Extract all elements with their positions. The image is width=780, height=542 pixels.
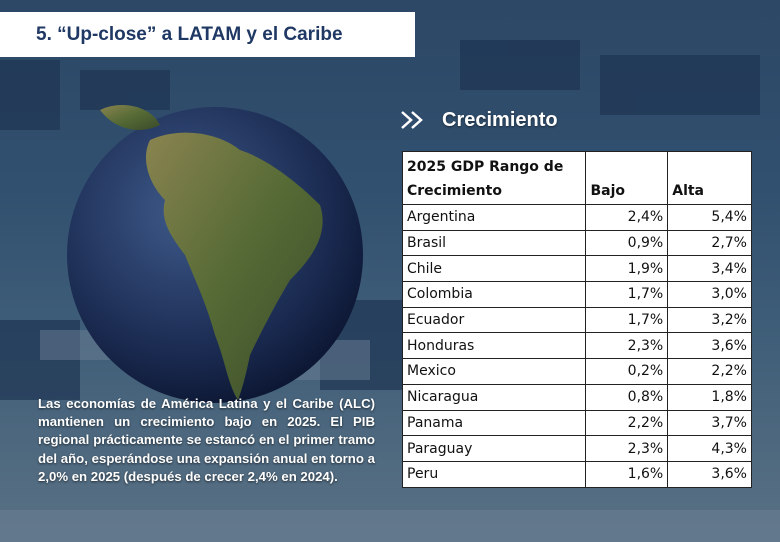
value-cell: 2,2% (585, 409, 669, 437)
value-cell: 1,7% (585, 281, 669, 308)
table-row: Paraguay 2,3% 4,3% (401, 435, 752, 462)
country-cell: Peru (401, 460, 587, 488)
country-cell: Argentina (401, 204, 587, 231)
value-cell: 5,4% (667, 204, 752, 231)
value-cell: 0,9% (585, 229, 669, 257)
value-cell: 0,2% (585, 358, 669, 385)
country-cell: Paraguay (401, 435, 587, 462)
value-cell: 3,7% (667, 409, 752, 437)
country-cell: Colombia (401, 281, 587, 308)
chevrons-icon (401, 111, 423, 129)
slide-title: 5. “Up-close” a LATAM y el Caribe (36, 23, 343, 45)
body-text: Las economías de América Latina y el Car… (38, 396, 375, 484)
country-cell: Nicaragua (401, 383, 587, 411)
table-row: Chile 1,9% 3,4% (401, 255, 752, 283)
value-cell: 2,4% (585, 204, 669, 231)
table-row: Mexico 0,2% 2,2% (401, 358, 752, 385)
table-row: Argentina 2,4% 5,4% (401, 204, 752, 231)
table-row: Brasil 0,9% 2,7% (401, 229, 752, 257)
value-cell: 0,8% (585, 383, 669, 411)
country-cell: Ecuador (401, 306, 587, 334)
value-cell: 1,7% (585, 306, 669, 334)
value-cell: 2,7% (667, 229, 752, 257)
table-row: Panama 2,2% 3,7% (401, 409, 752, 437)
value-cell: 2,3% (585, 332, 669, 360)
section-title: Crecimiento (442, 108, 558, 131)
continent (145, 132, 323, 400)
value-cell: 3,6% (667, 332, 752, 360)
country-cell: Brasil (401, 229, 587, 257)
header-cell: Alta (667, 151, 752, 205)
section-heading: Crecimiento (400, 105, 558, 135)
gdp-table: 2025 GDP Rango de Crecimiento Bajo Alta Ar… (401, 151, 752, 488)
value-cell: 3,2% (667, 306, 752, 334)
table-body: Argentina 2,4% 5,4% Brasil 0,9% 2,7% Chile 1,9%… (401, 204, 752, 488)
value-cell: 3,0% (667, 281, 752, 308)
header-cell: 2025 GDP Rango de Crecimiento (401, 151, 587, 205)
value-cell: 2,2% (667, 358, 752, 385)
value-cell: 4,3% (667, 435, 752, 462)
continent (100, 105, 160, 130)
title-bar: 5. “Up-close” a LATAM y el Caribe (0, 12, 415, 57)
country-cell: Chile (401, 255, 587, 283)
value-cell: 3,6% (667, 460, 752, 488)
table-header: 2025 GDP Rango de Crecimiento Bajo Alta (401, 151, 752, 205)
country-cell: Mexico (401, 358, 587, 385)
value-cell: 2,3% (585, 435, 669, 462)
value-cell: 1,8% (667, 383, 752, 411)
value-cell: 3,4% (667, 255, 752, 283)
table-row: Honduras 2,3% 3,6% (401, 332, 752, 360)
table-row: Nicaragua 0,8% 1,8% (401, 383, 752, 411)
value-cell: 1,9% (585, 255, 669, 283)
country-cell: Honduras (401, 332, 587, 360)
table-row: Peru 1,6% 3,6% (401, 460, 752, 488)
table-row: Colombia 1,7% 3,0% (401, 281, 752, 308)
table-row: Ecuador 1,7% 3,2% (401, 306, 752, 334)
country-cell: Panama (401, 409, 587, 437)
header-cell: Bajo (585, 151, 669, 205)
value-cell: 1,6% (585, 460, 669, 488)
